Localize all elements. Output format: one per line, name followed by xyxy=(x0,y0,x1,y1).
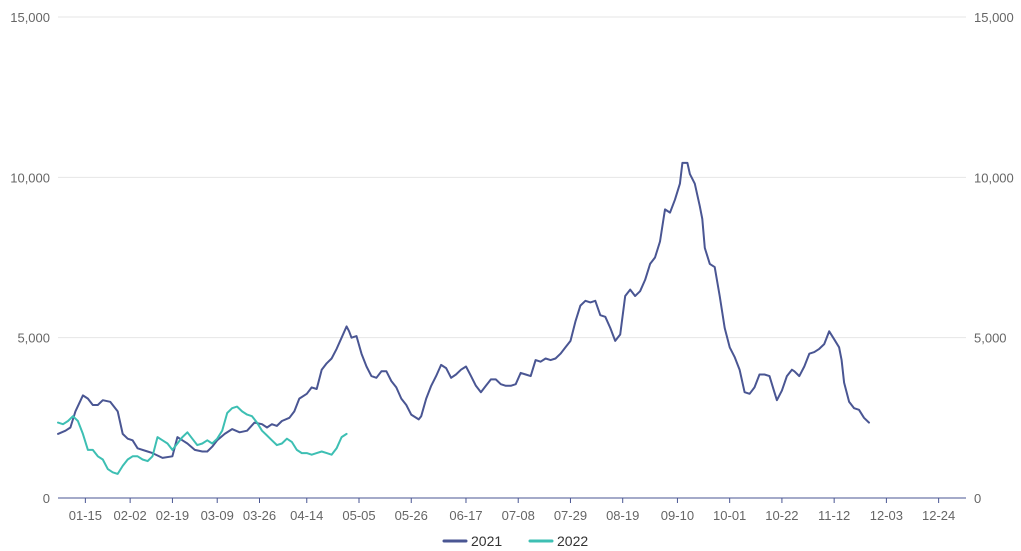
y-tick-label-right: 10,000 xyxy=(974,170,1014,185)
axes xyxy=(58,497,966,503)
x-tick-label: 05-26 xyxy=(395,508,428,523)
legend-label: 2021 xyxy=(471,533,502,549)
y-tick-label-left: 5,000 xyxy=(17,331,50,346)
y-tick-label-right: 5,000 xyxy=(974,331,1007,346)
grid-lines xyxy=(58,16,966,339)
legend-item-2021[interactable]: 2021 xyxy=(442,533,502,549)
x-tick-label: 09-10 xyxy=(661,508,694,523)
x-tick-label: 10-01 xyxy=(713,508,746,523)
x-tick-label: 07-29 xyxy=(554,508,587,523)
x-tick-label: 11-12 xyxy=(818,508,850,523)
y-tick-label-left: 10,000 xyxy=(10,170,50,185)
y-tick-label-left: 0 xyxy=(43,491,50,506)
x-tick-label: 04-14 xyxy=(290,508,323,523)
legend[interactable]: 2021 2022 xyxy=(442,533,588,549)
x-tick-label: 03-26 xyxy=(243,508,276,523)
y-tick-label-left: 15,000 xyxy=(10,10,50,25)
series-line-2021 xyxy=(57,161,870,459)
x-tick-label: 12-03 xyxy=(870,508,903,523)
y-tick-label-right: 0 xyxy=(974,491,981,506)
x-tick-label: 08-19 xyxy=(606,508,639,523)
x-tick-label: 07-08 xyxy=(502,508,535,523)
x-tick-label: 06-17 xyxy=(449,508,482,523)
x-tick-label: 12-24 xyxy=(922,508,955,523)
y-tick-label-right: 15,000 xyxy=(974,10,1014,25)
x-tick-label: 05-05 xyxy=(342,508,375,523)
series-line-2022 xyxy=(57,405,348,475)
x-tick-label: 02-02 xyxy=(114,508,147,523)
legend-label: 2022 xyxy=(557,533,588,549)
x-tick-label: 02-19 xyxy=(156,508,189,523)
series-lines xyxy=(57,161,870,475)
x-tick-label: 01-15 xyxy=(69,508,102,523)
tick-labels: 0 0 5,000 5,000 10,000 10,000 15,000 15,000 01-1… xyxy=(10,10,1014,523)
x-tick-label: 03-09 xyxy=(201,508,234,523)
legend-item-2022[interactable]: 2022 xyxy=(528,533,588,549)
x-tick-label: 10-22 xyxy=(765,508,798,523)
